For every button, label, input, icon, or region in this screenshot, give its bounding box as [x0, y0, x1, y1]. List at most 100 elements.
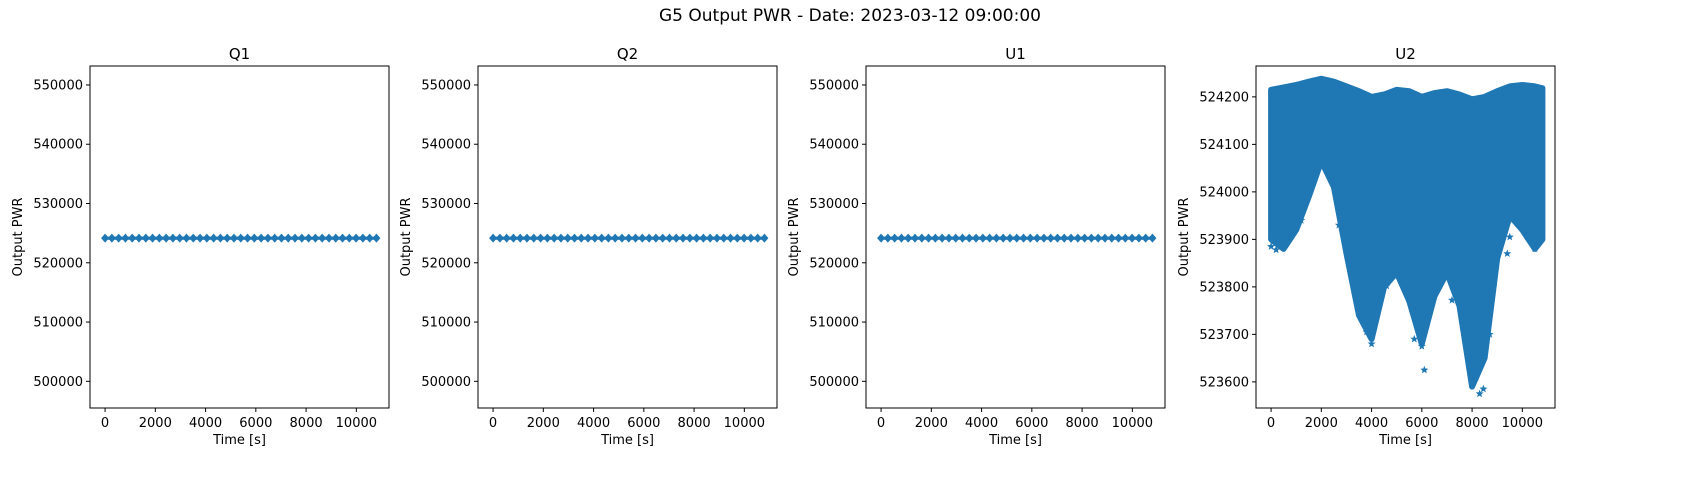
data-point	[740, 233, 749, 243]
data-point	[522, 233, 531, 243]
data-point	[712, 233, 721, 243]
y-tick-label: 524100	[1199, 138, 1249, 153]
data-point	[509, 233, 518, 243]
data-point	[999, 233, 1008, 243]
data-point	[1080, 233, 1089, 243]
data-point	[965, 233, 974, 243]
data-point	[223, 233, 232, 243]
y-tick-label: 510000	[421, 316, 471, 331]
data-point	[270, 233, 279, 243]
y-tick-label: 500000	[809, 375, 859, 390]
data-point	[1479, 384, 1488, 393]
data-point	[944, 233, 953, 243]
data-point	[324, 233, 333, 243]
data-point	[1033, 233, 1042, 243]
data-point	[101, 233, 110, 243]
x-tick-label: 4000	[577, 416, 610, 431]
data-point	[1019, 233, 1028, 243]
data-point	[692, 233, 701, 243]
data-point	[114, 233, 123, 243]
data-point	[665, 233, 674, 243]
y-axis-label: Output PWR	[787, 197, 802, 276]
data-point	[904, 233, 913, 243]
y-tick-label: 540000	[809, 138, 859, 153]
x-tick-label: 0	[489, 416, 497, 431]
data-point	[168, 233, 177, 243]
data-point	[699, 233, 708, 243]
x-tick-label: 6000	[239, 416, 272, 431]
y-tick-label: 540000	[33, 138, 83, 153]
data-point	[597, 233, 606, 243]
data-point	[1523, 232, 1532, 241]
subplot-u2	[1252, 65, 1556, 412]
data-point	[611, 233, 620, 243]
data-point	[1471, 372, 1480, 381]
y-tick-label: 520000	[421, 256, 471, 271]
data-point	[1334, 220, 1343, 229]
y-tick-label: 500000	[421, 375, 471, 390]
y-tick-label: 540000	[421, 138, 471, 153]
data-point	[1272, 245, 1281, 254]
y-tick-label: 530000	[809, 197, 859, 212]
data-point	[352, 233, 361, 243]
data-point	[1128, 233, 1137, 243]
data-point	[590, 233, 599, 243]
data-point	[338, 233, 347, 243]
data-point	[536, 233, 545, 243]
data-point	[672, 233, 681, 243]
y-tick-label: 510000	[33, 316, 83, 331]
data-point	[577, 233, 586, 243]
data-point	[617, 233, 626, 243]
x-tick-label: 4000	[1355, 416, 1388, 431]
y-tick-label: 550000	[33, 78, 83, 93]
data-point	[516, 233, 525, 243]
x-axis-label: Time [s]	[600, 433, 654, 448]
data-point	[897, 233, 906, 243]
data-point	[1100, 233, 1109, 243]
data-point	[1114, 233, 1123, 243]
data-point	[1357, 313, 1366, 322]
x-tick-label: 8000	[1066, 416, 1099, 431]
data-point	[1267, 242, 1276, 250]
data-point	[631, 233, 640, 243]
data-point	[1417, 342, 1426, 350]
x-tick-label: 10000	[336, 416, 377, 431]
data-point	[257, 233, 266, 243]
y-tick-label: 500000	[33, 375, 83, 390]
data-point	[345, 233, 354, 243]
data-point	[1087, 233, 1096, 243]
data-point	[883, 233, 892, 243]
y-axis-label: Output PWR	[11, 197, 26, 276]
x-tick-label: 8000	[290, 416, 323, 431]
data-point	[584, 233, 593, 243]
data-point	[148, 233, 157, 243]
y-tick-label: 550000	[421, 78, 471, 93]
y-axis-label: Output PWR	[1177, 197, 1192, 276]
plot-frame	[89, 65, 390, 409]
y-tick-label: 520000	[33, 256, 83, 271]
data-point	[1107, 233, 1116, 243]
subplot-q1	[86, 65, 390, 412]
subplot-title: U1	[1005, 45, 1026, 63]
x-tick-label: 2000	[527, 416, 560, 431]
data-point	[162, 233, 171, 243]
data-point	[331, 233, 340, 243]
subplot-title: Q2	[617, 45, 638, 63]
data-point	[243, 233, 252, 243]
y-tick-label: 530000	[33, 197, 83, 212]
data-point	[1448, 296, 1456, 304]
data-point	[216, 233, 225, 243]
y-tick-label: 510000	[809, 316, 859, 331]
data-point	[529, 233, 538, 243]
data-point	[978, 233, 987, 243]
data-point	[951, 233, 960, 243]
data-point	[1094, 233, 1103, 243]
x-tick-label: 2000	[915, 416, 948, 431]
data-point	[1073, 233, 1082, 243]
data-point	[202, 233, 211, 243]
data-point	[1282, 232, 1291, 241]
data-point	[746, 233, 755, 243]
data-point	[1053, 233, 1062, 243]
y-tick-label: 530000	[421, 197, 471, 212]
data-point	[189, 233, 198, 243]
